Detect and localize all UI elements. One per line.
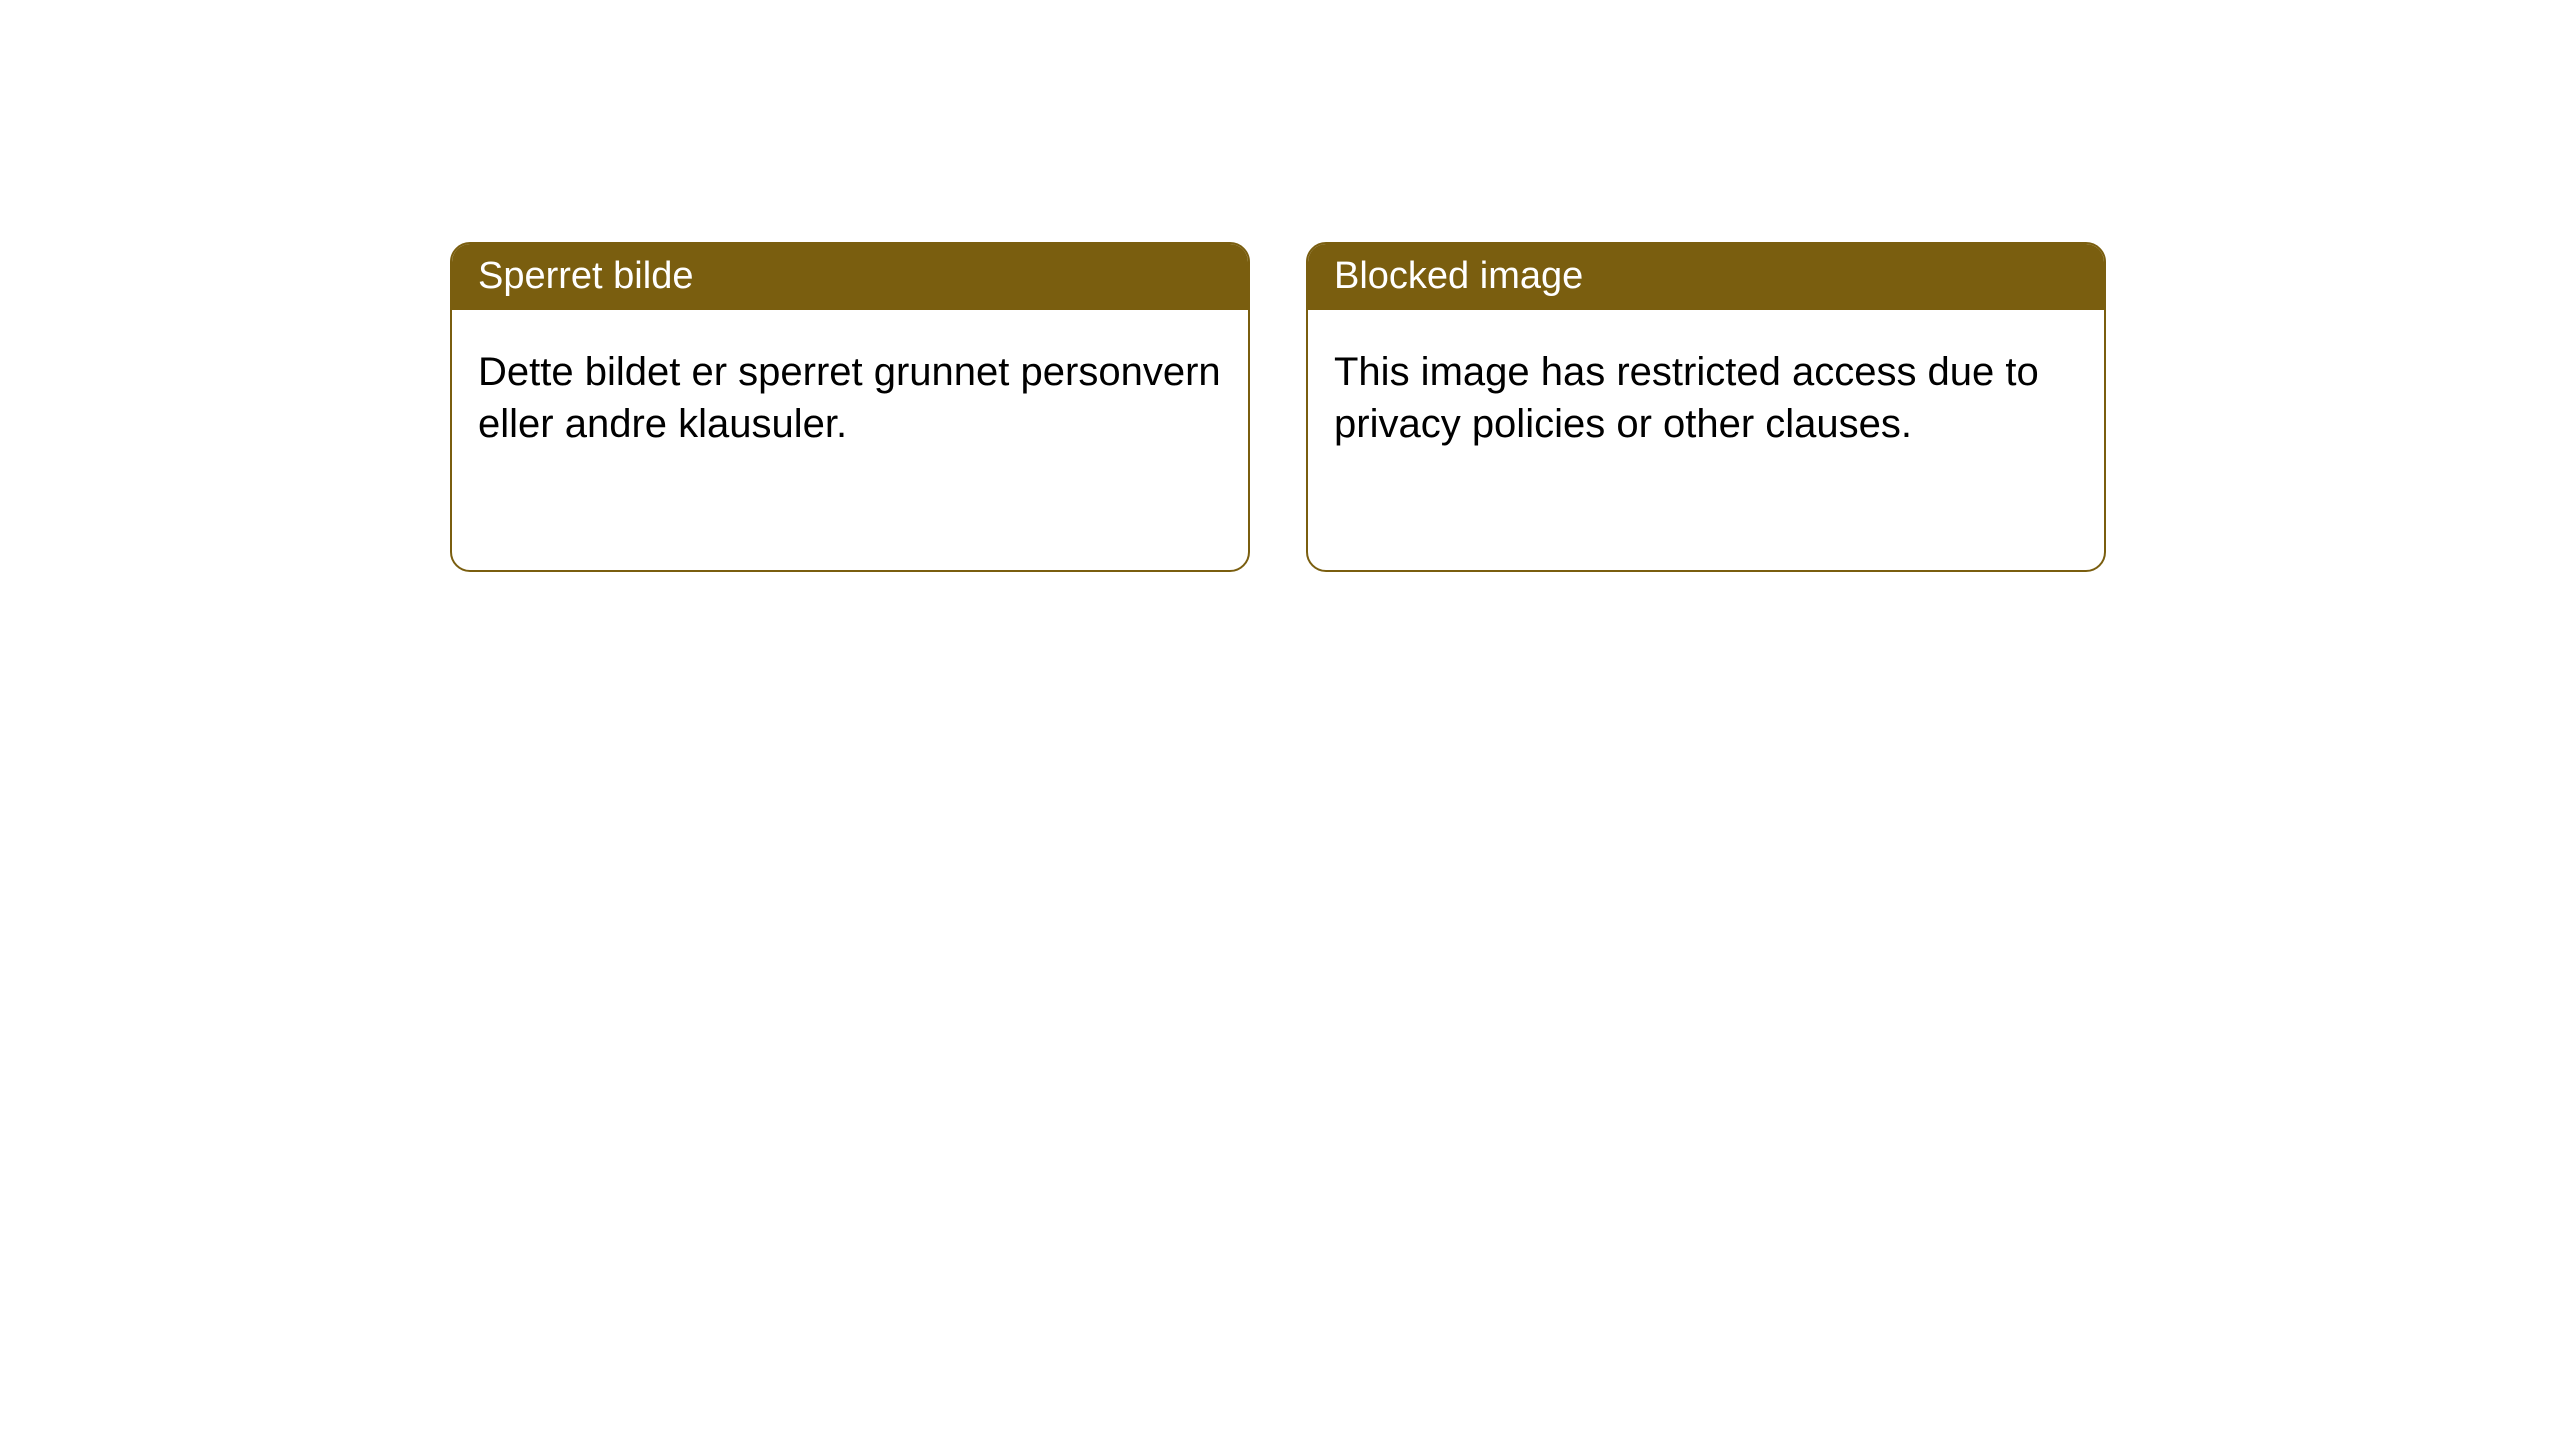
notice-body-text: This image has restricted access due to …	[1334, 350, 2039, 446]
notice-title: Blocked image	[1334, 255, 1583, 297]
notice-body: This image has restricted access due to …	[1308, 310, 2104, 486]
notice-header: Sperret bilde	[452, 244, 1248, 310]
notice-container: Sperret bilde Dette bildet er sperret gr…	[450, 242, 2106, 572]
notice-header: Blocked image	[1308, 244, 2104, 310]
notice-body: Dette bildet er sperret grunnet personve…	[452, 310, 1248, 486]
notice-title: Sperret bilde	[478, 255, 693, 297]
notice-box-norwegian: Sperret bilde Dette bildet er sperret gr…	[450, 242, 1250, 572]
notice-body-text: Dette bildet er sperret grunnet personve…	[478, 350, 1221, 446]
notice-box-english: Blocked image This image has restricted …	[1306, 242, 2106, 572]
